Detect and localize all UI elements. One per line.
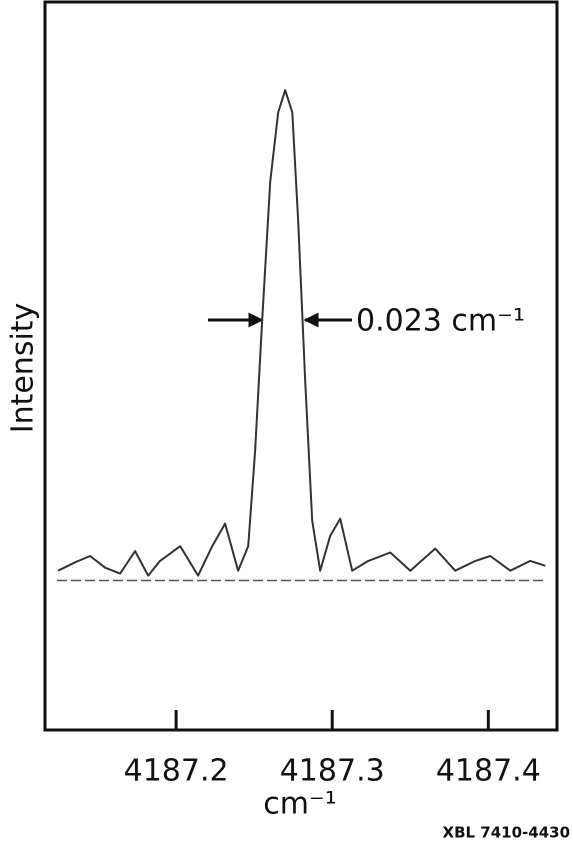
footer: XBL 7410-4430 (443, 824, 571, 842)
x-axis-label: cm⁻¹ (263, 787, 337, 822)
annotation: 0.023 cm⁻¹ (356, 304, 525, 339)
y-axis-label: Intensity (6, 303, 41, 434)
spectrum-line (57, 89, 546, 577)
plot-frame (43, 0, 559, 732)
x-tick-label: 4187.3 (280, 754, 385, 789)
x-tick-label: 4187.2 (124, 754, 229, 789)
x-tick-label: 4187.4 (436, 754, 541, 789)
